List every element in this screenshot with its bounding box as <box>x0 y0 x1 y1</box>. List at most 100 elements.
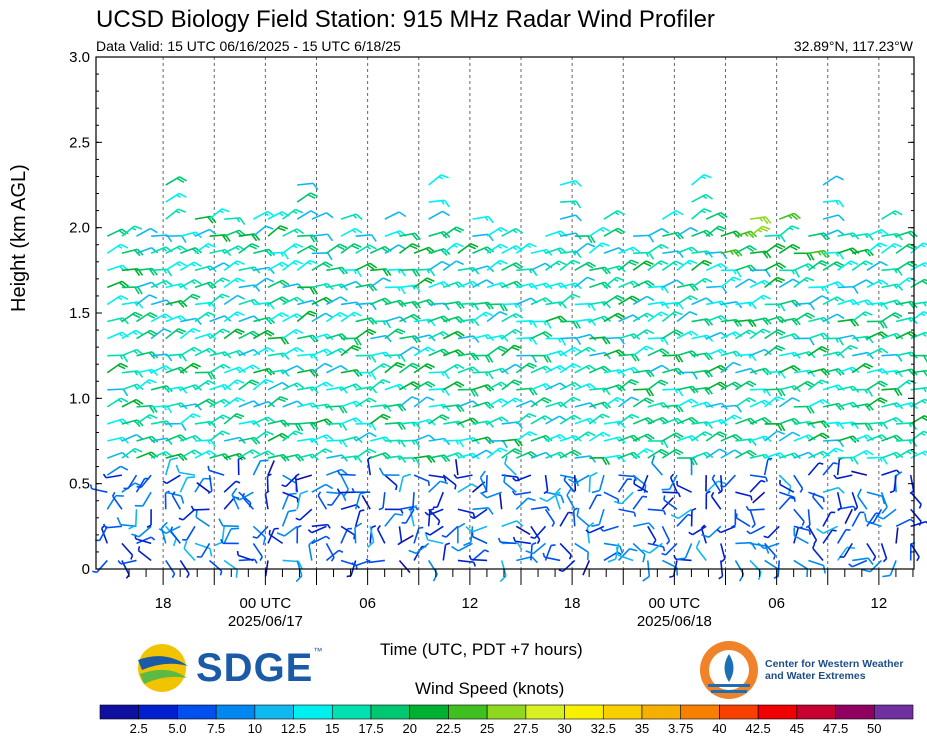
barb-flag <box>543 355 549 363</box>
barb-flag <box>296 228 305 235</box>
wind-barb <box>340 213 363 221</box>
barb-staff <box>238 348 254 357</box>
colorbar-swatch <box>680 704 720 720</box>
barb-flag <box>616 396 625 402</box>
barb-flag <box>762 225 771 230</box>
barb-flag <box>206 282 214 290</box>
barb-half <box>773 575 779 579</box>
wind-barb <box>511 490 532 496</box>
wind-barb <box>165 245 188 254</box>
barb-flag <box>355 436 363 444</box>
barb-flag <box>150 227 158 234</box>
barb-half <box>546 506 550 512</box>
barb-flag <box>366 263 375 270</box>
barb-half <box>757 229 763 233</box>
barb-flag <box>924 415 927 421</box>
barb-flag <box>238 349 246 357</box>
barb-flag <box>472 366 480 373</box>
x-tick-label: 00 UTC <box>649 595 701 612</box>
barb-flag <box>355 213 363 221</box>
wind-barb <box>428 403 451 412</box>
barb-staff <box>559 512 569 527</box>
wind-barb <box>618 259 639 271</box>
wind-barb <box>691 431 713 442</box>
barb-flag <box>793 527 796 536</box>
wind-barb <box>121 542 134 560</box>
barb-staff <box>150 299 167 306</box>
wind-barb <box>530 397 552 408</box>
barb-half <box>133 350 138 355</box>
barb-staff <box>662 491 679 494</box>
barb-flag <box>794 385 801 393</box>
barb-flag <box>327 233 334 242</box>
wind-barb <box>852 422 874 431</box>
barb-flag <box>186 476 196 479</box>
barb-half <box>691 507 697 512</box>
wind-barb <box>311 233 334 242</box>
barb-staff <box>457 335 474 340</box>
wind-barb <box>413 381 436 391</box>
barb-flag <box>864 403 871 412</box>
wind-barb <box>238 266 261 274</box>
barb-flag <box>190 295 199 301</box>
wind-barb <box>603 336 626 345</box>
wind-barb <box>632 397 655 408</box>
barb-staff <box>545 382 561 391</box>
barb-flag <box>544 415 553 421</box>
barb-flag <box>820 250 827 258</box>
barb-half <box>717 350 723 355</box>
barb-half <box>637 489 643 492</box>
barb-half <box>849 422 854 427</box>
barb-half <box>616 455 621 460</box>
barb-flag <box>121 331 129 338</box>
barb-flag <box>277 397 286 403</box>
barb-half <box>497 399 503 404</box>
wind-barb <box>399 439 421 448</box>
barb-staff <box>135 538 152 545</box>
barb-flag <box>602 226 611 232</box>
barb-half <box>162 247 168 252</box>
barb-flag <box>762 328 771 334</box>
wind-barb <box>501 520 524 528</box>
barb-flag <box>443 388 450 396</box>
barb-flag <box>398 244 406 250</box>
wind-barb <box>223 396 245 408</box>
wind-barb <box>326 454 348 462</box>
barb-flag <box>615 546 619 556</box>
wind-barb <box>311 362 333 374</box>
barb-staff <box>546 491 561 502</box>
barb-half <box>219 210 224 214</box>
barb-half <box>440 388 445 394</box>
barb-staff <box>545 415 560 425</box>
barb-staff <box>866 512 877 527</box>
barb-flag <box>865 362 874 368</box>
barb-half <box>234 398 240 403</box>
barb-flag <box>394 330 403 335</box>
barb-staff <box>836 529 847 544</box>
barb-flag <box>823 332 831 340</box>
barb-half <box>511 490 516 496</box>
barb-half <box>568 554 572 560</box>
barb-flag <box>383 362 392 368</box>
barb-flag <box>924 331 927 338</box>
barb-staff <box>574 402 591 408</box>
wind-barb <box>442 242 464 254</box>
wind-barb <box>384 316 407 323</box>
barb-half <box>660 440 664 446</box>
barb-flag <box>458 301 465 309</box>
barb-staff <box>340 280 357 289</box>
wind-barb <box>106 228 129 237</box>
barb-flag <box>528 413 537 418</box>
wind-barb <box>717 475 723 495</box>
barb-half <box>744 232 749 237</box>
wind-barb <box>443 301 465 310</box>
barb-half <box>763 535 769 539</box>
barb-half <box>688 531 693 536</box>
barb-half <box>526 414 531 419</box>
barb-half <box>317 491 322 496</box>
barb-flag <box>175 464 180 473</box>
barb-staff <box>676 311 691 323</box>
barb-staff <box>339 473 356 476</box>
barb-staff <box>311 312 326 323</box>
barb-half <box>557 231 562 236</box>
